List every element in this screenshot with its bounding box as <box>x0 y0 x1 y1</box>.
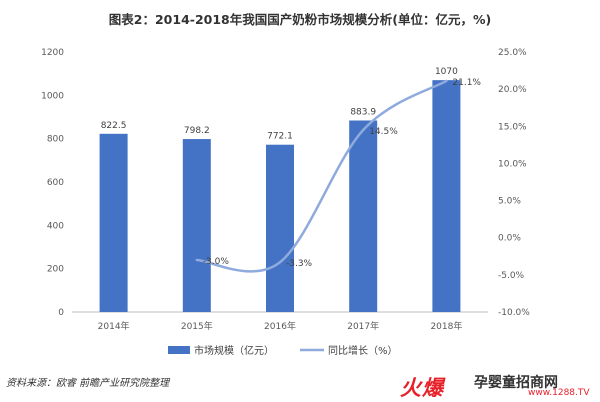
y-left-axis: 0 200 400 600 800 1000 1200 <box>41 48 64 318</box>
legend-label-bar: 市场规模（亿元） <box>194 344 274 357</box>
y-right-tick-label: 20.0% <box>498 85 527 95</box>
bar-value-label: 1070 <box>435 67 458 77</box>
y-right-tick-label: 25.0% <box>498 48 527 58</box>
x-tick-label: 2015年 <box>181 320 213 332</box>
bar-value-label: 772.1 <box>267 132 293 142</box>
growth-value-label: -3.0% <box>203 257 230 267</box>
y-left-tick-label: 1000 <box>41 91 64 101</box>
growth-data-labels: -3.0% -3.3% 14.5% 21.1% <box>203 78 482 269</box>
y-right-axis: -10.0% -5.0% 0.0% 5.0% 10.0% 15.0% 20.0% 25.0% <box>498 48 530 318</box>
growth-line <box>195 79 448 273</box>
bar-data-labels: 822.5 798.2 772.1 883.9 1070 <box>101 67 458 142</box>
y-left-tick-label: 1200 <box>41 48 64 58</box>
y-right-tick-label: -10.0% <box>498 308 530 318</box>
x-tick-label: 2016年 <box>264 320 296 332</box>
x-tick-label: 2017年 <box>347 320 379 332</box>
bar <box>349 120 378 312</box>
y-right-tick-label: -5.0% <box>498 271 525 281</box>
bar <box>182 139 211 312</box>
growth-value-label: 14.5% <box>369 127 398 137</box>
watermark-logo: 火爆 <box>400 376 444 400</box>
y-left-tick-label: 800 <box>47 135 64 145</box>
y-right-tick-label: 15.0% <box>498 122 527 132</box>
bar-value-label: 883.9 <box>350 107 376 117</box>
y-left-tick-label: 0 <box>58 308 64 318</box>
watermark-site-name: 孕婴童招商网 <box>474 375 558 391</box>
bar <box>266 144 294 312</box>
bar-series <box>99 80 461 313</box>
growth-value-label: 21.1% <box>452 78 481 88</box>
y-right-tick-label: 10.0% <box>498 159 527 169</box>
y-right-tick-label: 5.0% <box>498 197 521 207</box>
y-left-tick-label: 200 <box>47 265 64 275</box>
legend-swatch-bar <box>168 346 190 354</box>
growth-line-series <box>195 79 448 273</box>
bar-value-label: 822.5 <box>101 121 127 131</box>
source-note: 资料来源：欧睿 前瞻产业研究院整理 <box>6 378 170 389</box>
watermark-url: www.1288.TV <box>528 388 590 398</box>
y-left-tick-label: 400 <box>47 221 64 231</box>
growth-value-label: -3.3% <box>286 259 313 269</box>
chart-title: 图表2：2014-2018年我国国产奶粉市场规模分析(单位：亿元，%) <box>109 12 491 27</box>
legend-label-line: 同比增长（%） <box>328 344 398 357</box>
legend: 市场规模（亿元） 同比增长（%） <box>168 344 398 357</box>
y-right-tick-label: 0.0% <box>498 234 521 244</box>
bar <box>99 133 128 312</box>
x-axis-tick-labels: 2014年 2015年 2016年 2017年 2018年 <box>98 320 463 332</box>
bar <box>432 80 461 313</box>
x-tick-label: 2018年 <box>430 320 462 332</box>
y-left-tick-label: 600 <box>47 178 64 188</box>
bar-value-label: 798.2 <box>184 126 210 136</box>
x-tick-label: 2014年 <box>98 320 130 332</box>
